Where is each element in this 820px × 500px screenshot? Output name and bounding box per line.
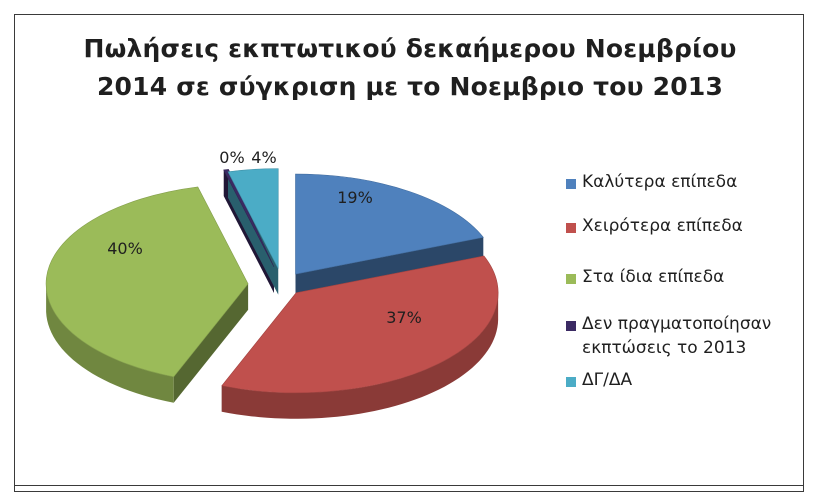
pie-label-layer: 19% 37% 40% 0% 4% [107, 148, 422, 327]
pie-slice-3 [223, 169, 275, 267]
pie-top-layer [45, 168, 499, 394]
chart-title: Πωλήσεις εκπτωτικού δεκαήμερου Νοεμβρίου… [40, 30, 780, 106]
pie-data-label-1: 37% [386, 308, 422, 327]
legend-swatch-dk-na [566, 377, 576, 387]
pie-slice-outer-wall-1 [221, 293, 499, 419]
legend-item-no-discounts: Δεν πραγματοποίησαν εκπτώσεις το 2013 [566, 312, 796, 368]
pie-slice-outer-wall-2 [46, 285, 174, 403]
legend-swatch-better [566, 179, 576, 189]
legend-label-dk-na: ΔΓ/ΔΑ [582, 370, 633, 390]
pie-slice-2 [45, 186, 249, 378]
legend-item-same: Στα ίδια επίπεδα [566, 265, 796, 312]
legend-item-better: Καλύτερα επίπεδα [566, 170, 796, 214]
pie-data-label-4: 4% [251, 148, 276, 167]
pie-slice-wall-2-0 [173, 283, 249, 403]
pie-slice-1 [221, 255, 499, 394]
chart-title-line-1: Πωλήσεις εκπτωτικού δεκαήμερου Νοεμβρίου [83, 34, 737, 63]
legend-label-no-discounts: Δεν πραγματοποίησαν εκπτώσεις το 2013 [582, 312, 771, 360]
legend-swatch-worse [566, 223, 576, 233]
legend-label-no-discounts-line-2: εκπτώσεις το 2013 [582, 338, 747, 358]
legend-item-dk-na: ΔΓ/ΔΑ [566, 368, 796, 394]
pie-data-label-0: 19% [337, 188, 373, 207]
legend-swatch-same [566, 274, 576, 284]
pie-data-label-2: 40% [107, 239, 143, 258]
pie-slice-4 [227, 168, 279, 269]
legend-label-no-discounts-line-1: Δεν πραγματοποίησαν [582, 314, 772, 334]
legend-label-same: Στα ίδια επίπεδα [582, 267, 725, 287]
pie-data-label-3: 0% [219, 148, 244, 167]
chart-frame-bottom-band [14, 486, 804, 492]
legend-swatch-no-discounts [566, 321, 576, 331]
legend-label-worse: Χειρότερα επίπεδα [582, 216, 743, 236]
legend-label-better: Καλύτερα επίπεδα [582, 172, 738, 192]
chart-legend: Καλύτερα επίπεδα Χειρότερα επίπεδα Στα ί… [566, 170, 796, 394]
legend-item-worse: Χειρότερα επίπεδα [566, 214, 796, 265]
chart-title-line-2: 2014 σε σύγκριση με το Νοεμβριο του 2013 [96, 72, 724, 101]
pie-slice-0 [295, 173, 484, 275]
